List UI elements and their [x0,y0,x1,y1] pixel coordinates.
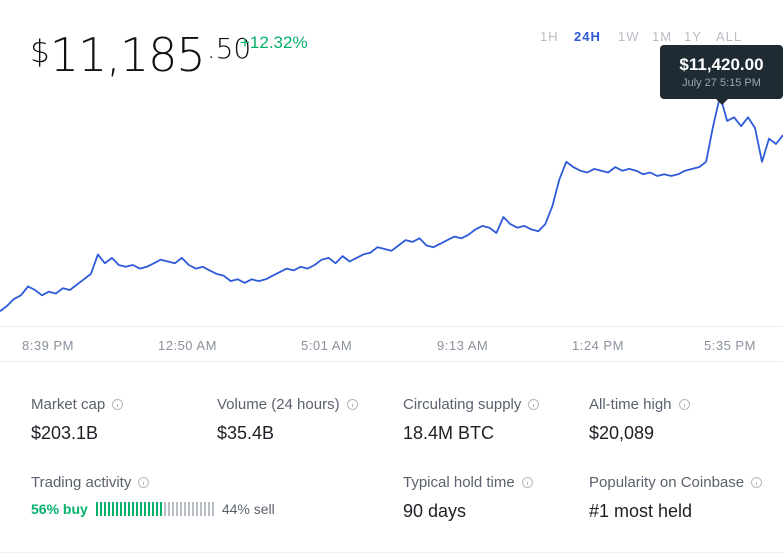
sell-bar-segment [179,502,182,516]
x-tick-label: 9:13 AM [437,338,489,353]
stat-value: #1 most held [589,501,693,521]
range-24h[interactable]: 24H [574,29,601,44]
x-tick-label: 5:01 AM [301,338,353,353]
stat-label: Popularity on Coinbase [589,474,745,491]
sell-bar-segment [167,502,170,516]
stat-value: 90 days [403,501,467,521]
stat-label: All-time high [589,396,672,413]
buy-bar-segment [151,502,154,516]
price-whole: 11,185 [49,28,206,82]
range-1y[interactable]: 1Y [684,29,702,44]
sell-bar-segment [195,502,198,516]
range-1w[interactable]: 1W [618,29,640,44]
buy-bar-segment [115,502,118,516]
info-icon[interactable] [678,399,690,410]
buy-bar-segment [131,502,134,516]
stat-trading-activity: Trading activity 56% buy 44% sell [31,474,275,517]
time-range-selector: 1H 24H 1W 1M 1Y ALL [540,29,746,44]
info-icon[interactable] [528,399,540,410]
stat-label: Typical hold time [403,474,515,491]
buy-bar-segment [99,502,102,516]
range-all[interactable]: ALL [716,29,743,44]
stat-popularity: Popularity on Coinbase #1 most held [589,474,763,522]
info-icon[interactable] [751,477,763,488]
sell-bar-segment [211,502,214,516]
price-change-percent: +12.32% [240,33,308,52]
info-icon[interactable] [138,477,150,488]
tooltip-value: $11,420.00 [679,55,764,74]
current-price: $ 11,185 .50 [30,28,251,82]
price-cents: .50 [206,32,252,65]
buy-bar-segment [123,502,126,516]
buy-bar-segment [147,502,150,516]
stat-label: Trading activity [31,474,132,491]
buy-bar-segment [143,502,146,516]
sell-bar-segment [171,502,174,516]
info-icon[interactable] [112,399,124,410]
x-tick-label: 1:24 PM [572,338,624,353]
price-currency-symbol: $ [30,34,50,70]
stat-circulating-supply: Circulating supply 18.4M BTC [403,396,540,444]
stat-market-cap: Market cap $203.1B [31,396,124,444]
x-tick-label: 5:35 PM [704,338,756,353]
stat-volume: Volume (24 hours) $35.4B [217,396,358,444]
buy-bar-segment [111,502,114,516]
buy-bar-segment [119,502,122,516]
sell-bar-segment [175,502,178,516]
sell-bar-segment [183,502,186,516]
tooltip-time: July 27 5:15 PM [682,77,761,89]
buy-bar-segment [135,502,138,516]
buy-bar-segment [155,502,158,516]
range-1h[interactable]: 1H [540,29,559,44]
buy-bar-segment [95,502,98,516]
stat-value: 18.4M BTC [403,423,495,443]
range-1m[interactable]: 1M [652,29,673,44]
sell-bar-segment [203,502,206,516]
stat-typical-hold-time: Typical hold time 90 days [403,474,533,522]
x-tick-label: 12:50 AM [158,338,217,353]
stat-label: Volume (24 hours) [217,396,340,413]
sell-bar-segment [199,502,202,516]
sell-bar-segment [187,502,190,516]
price-tooltip: $11,420.00 July 27 5:15 PM [660,45,783,105]
price-line [0,95,783,313]
trading-activity-bar [95,502,214,516]
sell-bar-segment [191,502,194,516]
stat-value: $20,089 [589,423,655,443]
sell-percentage: 44% sell [221,501,275,517]
stat-label: Market cap [31,396,106,413]
sell-bar-segment [207,502,210,516]
stat-value: $35.4B [217,423,275,443]
buy-percentage: 56% buy [31,501,88,517]
buy-bar-segment [107,502,110,516]
stat-value: $203.1B [31,423,99,443]
info-icon[interactable] [346,399,358,410]
x-tick-label: 8:39 PM [22,338,74,353]
stat-all-time-high: All-time high $20,089 [589,396,690,444]
x-axis: 8:39 PM 12:50 AM 5:01 AM 9:13 AM 1:24 PM… [0,326,783,362]
tooltip-arrow [716,99,728,105]
buy-bar-segment [127,502,130,516]
buy-bar-segment [159,502,162,516]
buy-bar-segment [103,502,106,516]
sell-bar-segment [163,502,166,516]
info-icon[interactable] [521,477,533,488]
divider [0,552,783,553]
stat-label: Circulating supply [403,396,522,413]
buy-bar-segment [139,502,142,516]
